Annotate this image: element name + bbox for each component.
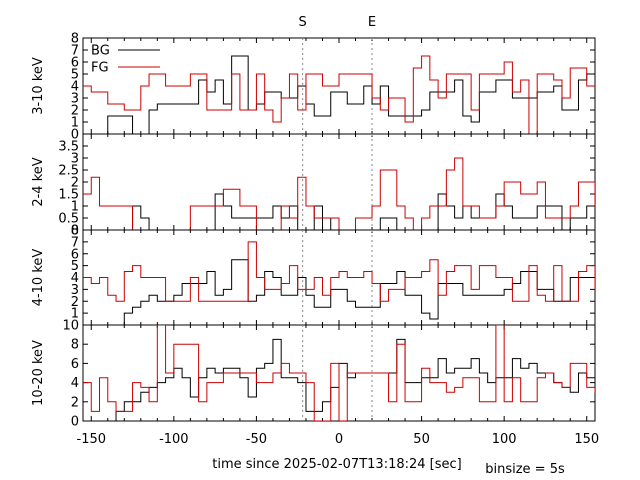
y-tick-label: 2 xyxy=(71,104,79,119)
x-tick-label: -50 xyxy=(246,432,267,447)
y-tick-label: 3 xyxy=(71,152,79,167)
y-tick-label: 8 xyxy=(71,32,79,47)
series-bg xyxy=(83,55,595,134)
x-tick-labels: -150 -100 -50 0 50 100 150 xyxy=(77,432,600,447)
end-marker-label: E xyxy=(368,15,376,30)
series-bg xyxy=(83,338,595,421)
y-tick-label: 2.5 xyxy=(58,164,79,179)
y-tick-label: 0 xyxy=(71,415,79,430)
y-tick-label: 3.5 xyxy=(58,140,79,155)
series-fg xyxy=(83,241,595,302)
x-tick-label: -100 xyxy=(159,432,189,447)
panel-2: 00.511.522.533.5 2-4 keV xyxy=(31,133,596,239)
y-tick-label: 1 xyxy=(71,116,79,131)
y-tick-label: 2 xyxy=(71,295,79,310)
y-tick-label: 8 xyxy=(71,338,79,353)
y-tick-label: 0 xyxy=(71,128,79,143)
series-fg xyxy=(83,157,595,230)
series-fg xyxy=(83,55,595,134)
y-tick-label: 2 xyxy=(71,395,79,410)
y-axis-label: 3-10 keV xyxy=(31,57,46,115)
y-tick-label: 6 xyxy=(71,357,79,372)
y-tick-label: 7 xyxy=(71,235,79,250)
series-bg xyxy=(83,193,595,230)
series-bg xyxy=(83,259,595,325)
y-tick-label: 1 xyxy=(71,200,79,215)
y-tick-label: 0.5 xyxy=(58,212,79,227)
y-tick-label: 6 xyxy=(71,247,79,262)
series-fg xyxy=(83,325,595,421)
y-tick-label: 3 xyxy=(71,283,79,298)
y-tick-label: 1.5 xyxy=(58,188,79,203)
x-tick-label: 0 xyxy=(335,432,343,447)
y-tick-label: 0 xyxy=(71,224,79,239)
y-axis-label: 10-20 keV xyxy=(31,340,46,406)
y-tick-label: 10 xyxy=(62,319,79,334)
y-tick-label: 8 xyxy=(71,224,79,239)
y-tick-label: 4 xyxy=(71,80,79,95)
y-tick-label: 6 xyxy=(71,56,79,71)
y-tick-label: 3 xyxy=(71,92,79,107)
y-tick-label: 4 xyxy=(71,376,79,391)
binsize-label: binsize = 5s xyxy=(485,462,565,477)
y-tick-label: 4 xyxy=(71,271,79,286)
start-marker-label: S xyxy=(299,15,307,30)
x-tick-label: -150 xyxy=(77,432,107,447)
y-axis-label: 2-4 keV xyxy=(31,157,46,206)
x-tick-label: 100 xyxy=(492,432,517,447)
panel-4: 0 2 4 6 8 10 10-20 keV xyxy=(31,319,596,430)
legend-label-bg: BG xyxy=(91,44,110,59)
y-tick-label: 7 xyxy=(71,44,79,59)
y-tick-label: 1 xyxy=(71,307,79,322)
x-tick-label: 50 xyxy=(413,432,430,447)
x-tick-label: 150 xyxy=(574,432,599,447)
y-tick-label: 5 xyxy=(71,259,79,274)
legend-label-fg: FG xyxy=(91,61,109,76)
y-axis-label: 4-10 keV xyxy=(31,249,46,307)
y-tick-label: 2 xyxy=(71,176,79,191)
y-tick-label: 5 xyxy=(71,68,79,83)
x-axis-label: time since 2025-02-07T13:18:24 [sec] xyxy=(212,457,461,472)
